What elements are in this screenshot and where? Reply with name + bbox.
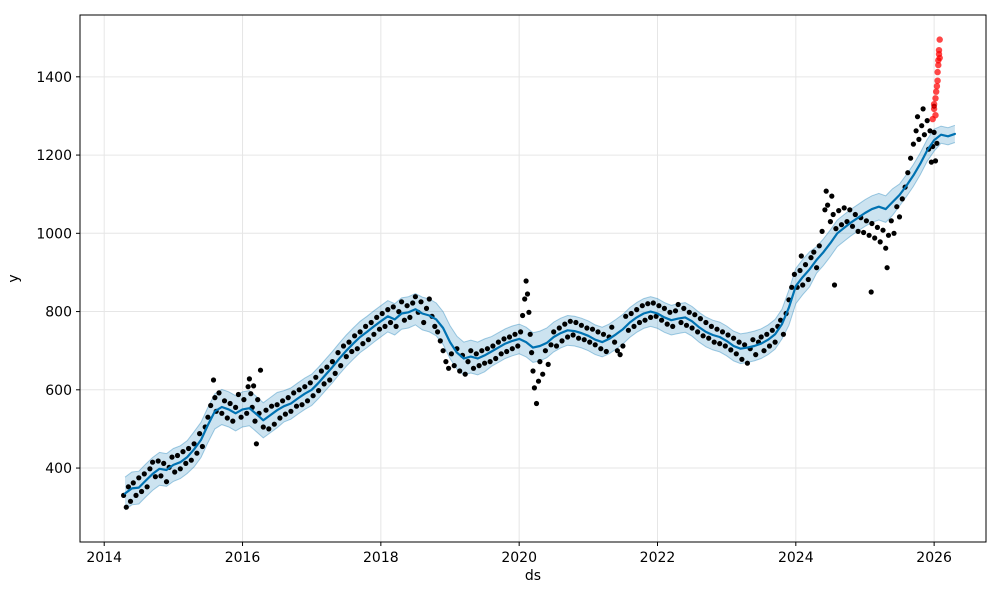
x-tick-label: 2020 xyxy=(501,550,537,566)
x-tick-label: 2014 xyxy=(86,550,122,566)
y-tick-label: 1000 xyxy=(36,226,72,242)
x-axis-label: ds xyxy=(525,568,541,584)
y-tick-label: 400 xyxy=(45,461,72,477)
x-tick-label: 2022 xyxy=(640,550,676,566)
x-tick-label: 2026 xyxy=(916,550,952,566)
history-points xyxy=(121,103,940,510)
y-tick-label: 1400 xyxy=(36,70,72,86)
x-tick-label: 2024 xyxy=(778,550,814,566)
trend-line xyxy=(123,132,956,495)
y-tick-label: 1200 xyxy=(36,148,72,164)
y-tick-label: 600 xyxy=(45,383,72,399)
y-tick-label: 800 xyxy=(45,305,72,321)
x-tick-label: 2018 xyxy=(363,550,399,566)
uncertainty-band-upper-edge xyxy=(124,124,956,478)
x-tick-label: 2016 xyxy=(225,550,261,566)
y-axis-label: y xyxy=(6,274,22,282)
uncertainty-band xyxy=(125,125,955,510)
x-axis: 2014 2016 2018 2020 2022 2024 2026 xyxy=(86,542,952,566)
y-axis: 400 600 800 1000 1200 1400 xyxy=(36,70,80,477)
plot-border xyxy=(79,14,987,543)
anomaly-points xyxy=(929,36,943,123)
